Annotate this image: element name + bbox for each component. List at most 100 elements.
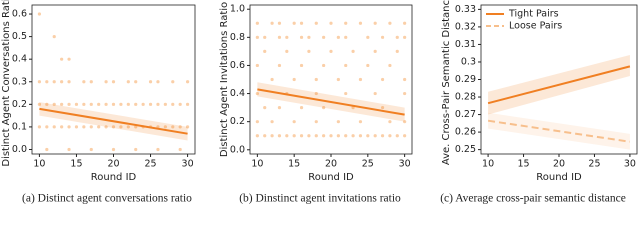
point (178, 102, 182, 106)
point (37, 12, 42, 16)
point (37, 125, 42, 129)
y-tick-label: 0.1 (12, 121, 27, 132)
point (285, 35, 289, 39)
point (351, 134, 355, 138)
point (178, 125, 182, 129)
x-tick-label: 20 (553, 159, 565, 170)
point (45, 80, 49, 84)
point (366, 63, 370, 68)
point (255, 91, 259, 96)
point (307, 35, 311, 39)
point (403, 91, 407, 96)
point (322, 106, 326, 110)
x-tick-label: 15 (288, 159, 300, 170)
y-tick-label: 0.32 (455, 21, 476, 32)
x-axis-label: Round ID (536, 172, 582, 183)
point (322, 134, 326, 138)
point (255, 63, 259, 68)
point (126, 102, 130, 106)
point (395, 134, 399, 138)
point (403, 35, 407, 39)
point (314, 134, 318, 138)
point (255, 21, 259, 25)
point (97, 102, 101, 106)
point (299, 35, 304, 39)
point (148, 80, 153, 84)
y-tick-label: 1.0 (230, 4, 245, 15)
point (366, 134, 370, 138)
point (277, 63, 282, 68)
y-tick-label: 0.33 (455, 4, 476, 15)
point (299, 21, 304, 25)
point (299, 134, 304, 138)
point (366, 35, 370, 39)
point (403, 21, 407, 25)
point (358, 120, 363, 124)
point (148, 102, 153, 106)
point (299, 63, 304, 68)
point (344, 35, 348, 39)
point (60, 125, 64, 129)
y-tick-label: 0.5 (12, 31, 27, 42)
point (45, 125, 49, 129)
point (336, 134, 340, 138)
x-tick-label: 30 (399, 159, 411, 170)
x-tick-label: 10 (33, 159, 45, 170)
point (329, 21, 333, 25)
y-tick-label: 0.29 (455, 74, 476, 85)
x-tick-label: 10 (251, 159, 263, 170)
point (119, 125, 123, 129)
point (336, 35, 340, 39)
fit-line (39, 107, 188, 135)
x-tick-label: 20 (107, 159, 119, 170)
point (126, 125, 130, 129)
point (329, 134, 333, 138)
point (74, 125, 79, 129)
legend-label: Tight Pairs (508, 9, 559, 20)
x-tick-label: 10 (482, 159, 494, 170)
point (270, 120, 274, 124)
point (358, 77, 363, 82)
plot-frame (249, 4, 413, 155)
point (52, 102, 56, 106)
point (277, 35, 282, 39)
point (344, 21, 348, 25)
y-tick-label: 0.6 (230, 60, 245, 71)
point (89, 147, 93, 152)
point (52, 35, 56, 39)
x-axis-label: Round ID (308, 172, 354, 183)
point (263, 35, 267, 39)
page: 0.0 0.1 0.2 0.3 0.4 0.5 0.6 10 15 20 25 30 Round ID D… (1, 0, 638, 205)
point (126, 80, 130, 84)
y-tick-label: 0.31 (455, 39, 476, 50)
x-tick-label: 30 (624, 159, 636, 170)
y-tick-label: 0.6 (12, 9, 27, 20)
y-tick-label: 0.4 (12, 54, 27, 65)
point (156, 80, 160, 84)
y-tick-label: 0.8 (230, 32, 245, 43)
y-tick-label: 0.2 (230, 116, 245, 127)
point (255, 35, 259, 39)
point (314, 21, 318, 25)
point (171, 102, 175, 106)
point (344, 91, 348, 96)
point (277, 21, 282, 25)
point (255, 120, 259, 124)
point (329, 49, 333, 53)
point (388, 21, 392, 25)
point (263, 134, 267, 138)
point (97, 125, 101, 129)
point (285, 49, 289, 53)
point (403, 120, 407, 124)
point (163, 125, 167, 129)
point (336, 120, 340, 124)
point (67, 57, 71, 61)
point (292, 134, 296, 138)
point (141, 102, 145, 106)
point (277, 106, 282, 110)
point (373, 134, 377, 138)
fit-line (257, 88, 405, 116)
y-tick-label: 0.0 (12, 144, 27, 155)
point (60, 80, 64, 84)
x-tick-label: 25 (588, 159, 600, 170)
